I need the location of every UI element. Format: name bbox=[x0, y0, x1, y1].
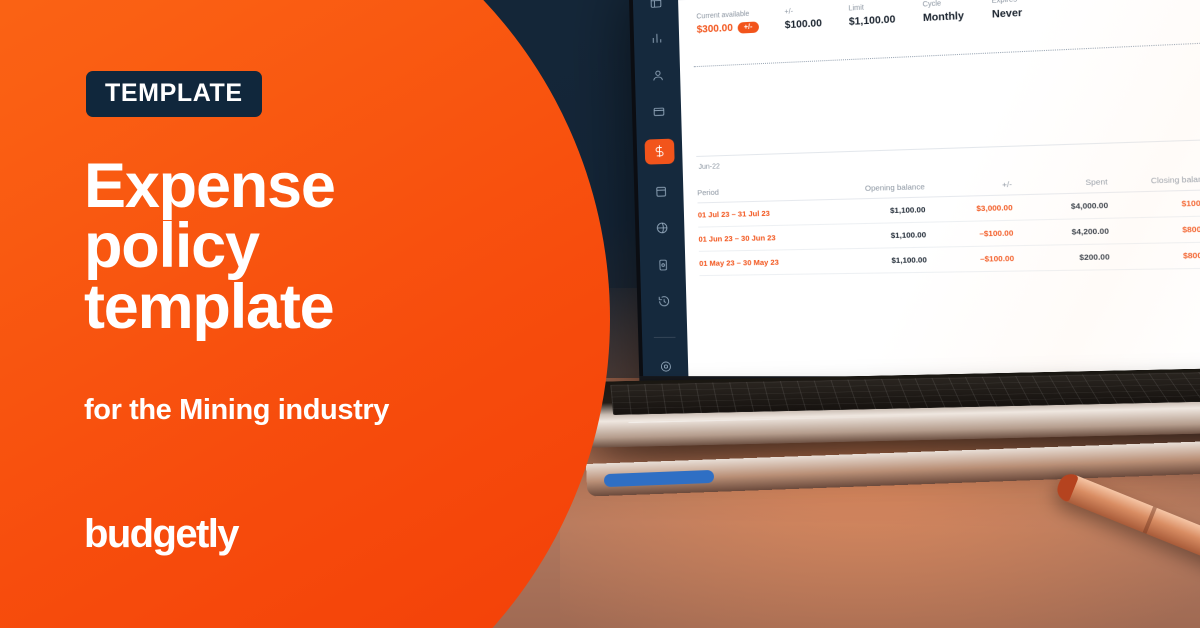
receipts-icon[interactable] bbox=[650, 182, 672, 201]
history-icon[interactable] bbox=[653, 292, 675, 311]
periods-table: Period Opening balance +/- Spent Closing… bbox=[696, 164, 1200, 277]
dashboard-icon[interactable] bbox=[644, 0, 666, 12]
stat-label: Limit bbox=[848, 4, 864, 13]
laptop-screen-shell: Overview Transactions Users Money reques… bbox=[628, 0, 1200, 406]
trackpad-edge bbox=[628, 414, 939, 424]
users-icon[interactable] bbox=[646, 65, 668, 84]
page-subtitle: for the Mining industry bbox=[84, 394, 389, 426]
stat-value: $300.00 bbox=[696, 22, 734, 36]
cell-plus-minus: –$100.00 bbox=[979, 228, 1014, 239]
document-icon[interactable] bbox=[652, 255, 674, 274]
cell-plus-minus: $3,000.00 bbox=[976, 202, 1013, 214]
hero-content: TEMPLATE Expense policy template for the… bbox=[84, 71, 514, 556]
budgetly-dashboard: Overview Transactions Users Money reques… bbox=[632, 0, 1200, 377]
template-badge: TEMPLATE bbox=[86, 71, 262, 117]
dashboard-main: Overview Transactions Users Money reques… bbox=[677, 0, 1200, 377]
laptop-screen: Overview Transactions Users Money reques… bbox=[632, 0, 1200, 377]
stat-label: +/- bbox=[784, 8, 794, 16]
cell-spent: $200.00 bbox=[1079, 252, 1110, 263]
col-plus-minus: +/- bbox=[1002, 179, 1013, 190]
budgetly-logo: budgetly bbox=[84, 512, 239, 556]
laptop-base bbox=[584, 367, 1200, 448]
sidebar-divider bbox=[653, 336, 676, 338]
wallet-icon[interactable] bbox=[647, 102, 669, 121]
stat-limit: Limit $1,100.00 bbox=[848, 3, 895, 28]
headline-line-1: Expense bbox=[84, 151, 336, 221]
stat-value: $1,100.00 bbox=[848, 14, 896, 29]
cell-closing: $100.00 bbox=[1181, 198, 1200, 209]
cell-period: 01 Jul 23 – 31 Jul 23 bbox=[697, 208, 771, 220]
cell-opening: $1,100.00 bbox=[891, 255, 927, 266]
cell-plus-minus: –$100.00 bbox=[979, 253, 1015, 264]
settings-icon[interactable] bbox=[654, 358, 676, 377]
cell-spent: $4,000.00 bbox=[1070, 200, 1109, 212]
stat-value: Never bbox=[991, 7, 1023, 21]
cell-opening: $1,100.00 bbox=[890, 230, 927, 241]
pen-ring bbox=[1142, 506, 1157, 534]
page-title: Expense policy template bbox=[84, 151, 514, 342]
cell-closing: $800.00 bbox=[1182, 224, 1200, 235]
cell-period: 01 May 23 – 30 May 23 bbox=[699, 257, 780, 269]
cell-opening: $1,100.00 bbox=[889, 204, 926, 216]
headline-line-3: template bbox=[84, 271, 335, 342]
stat-label: Current available bbox=[696, 10, 750, 21]
col-period: Period bbox=[697, 187, 719, 198]
globe-icon[interactable] bbox=[651, 219, 673, 238]
chart-axis-tick-label: Jun-22 bbox=[698, 163, 720, 172]
stat-label: Cycle bbox=[922, 0, 942, 9]
col-closing: Closing balance bbox=[1150, 174, 1200, 186]
headline-line-2: policy bbox=[84, 211, 260, 282]
stat-label: Expires bbox=[991, 0, 1018, 5]
col-spent: Spent bbox=[1085, 176, 1108, 188]
stat-plus-minus: +/- $100.00 bbox=[784, 7, 822, 31]
stat-current-available: Current available $300.00 +/- bbox=[696, 10, 759, 36]
stat-cycle: Cycle Monthly bbox=[922, 0, 964, 24]
analytics-icon[interactable] bbox=[645, 29, 667, 49]
stat-value: Monthly bbox=[922, 10, 965, 25]
cell-spent: $4,200.00 bbox=[1071, 226, 1110, 237]
col-opening: Opening balance bbox=[864, 181, 925, 193]
plus-minus-badge[interactable]: +/- bbox=[737, 21, 759, 34]
card-icon[interactable] bbox=[644, 138, 675, 165]
cell-period: 01 Jun 23 – 30 Jun 23 bbox=[698, 233, 776, 244]
stat-value: $100.00 bbox=[784, 18, 823, 32]
cell-closing: $800.00 bbox=[1182, 250, 1200, 261]
stat-expires: Expires Never bbox=[991, 0, 1022, 21]
laptop: Overview Transactions Users Money reques… bbox=[584, 0, 1200, 524]
balance-bar-chart: Jun-22 bbox=[693, 22, 1200, 172]
